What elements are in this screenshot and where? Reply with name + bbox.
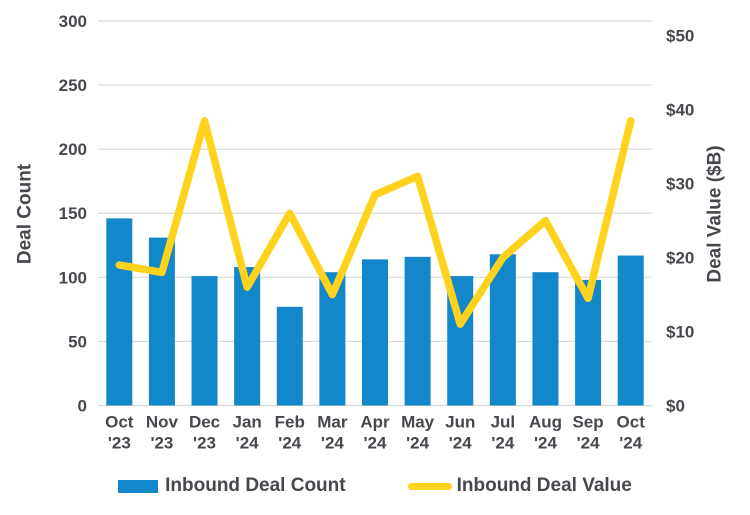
right-axis-tick-label: $50 <box>666 27 694 46</box>
left-axis-tick-label: 250 <box>59 76 87 95</box>
x-axis-label: Aug '24 <box>529 413 562 453</box>
x-axis-label: Nov '23 <box>146 413 179 453</box>
bar-oct24 <box>617 255 644 406</box>
x-axis-label: Feb '24 <box>275 413 305 453</box>
right-axis-title: Deal Value ($B) <box>704 145 726 283</box>
x-axis-label: Oct '24 <box>617 413 646 453</box>
bar-aug24 <box>532 272 559 406</box>
x-axis-label: Apr '24 <box>360 413 390 453</box>
chart-legend: Inbound Deal Count Inbound Deal Value <box>0 475 750 497</box>
left-axis-tick-label: 50 <box>68 332 87 351</box>
x-axis-label: Jun '24 <box>445 413 475 453</box>
right-axis-tick-label: $20 <box>666 249 694 268</box>
x-axis-label: May '24 <box>401 413 435 453</box>
x-axis-label: Sep '24 <box>572 413 603 453</box>
bar-dec23 <box>191 276 218 406</box>
line-series-swatch-icon <box>407 482 452 490</box>
bar-feb24 <box>276 306 303 406</box>
left-axis-tick-label: 100 <box>59 268 87 287</box>
x-axis-label: Oct '23 <box>105 413 134 453</box>
right-axis-tick-label: $0 <box>666 396 685 415</box>
legend-item-deal-value: Inbound Deal Value <box>407 475 632 497</box>
left-axis-tick-label: 200 <box>59 140 87 159</box>
deal-value-line <box>115 117 635 328</box>
right-axis-tick-label: $40 <box>666 101 694 120</box>
legend-label-deal-value: Inbound Deal Value <box>456 475 632 496</box>
left-axis-tick-label: 300 <box>59 12 87 31</box>
x-axis-label: Dec '23 <box>189 413 220 453</box>
left-axis-tick-label: 0 <box>78 396 87 415</box>
left-axis-tick-label: 150 <box>59 204 87 223</box>
x-axis-label: Mar '24 <box>317 413 348 453</box>
left-axis-title: Deal Count <box>14 163 36 265</box>
x-axis-label: Jul '24 <box>491 413 516 453</box>
legend-item-deal-count: Inbound Deal Count <box>118 475 346 497</box>
right-axis-tick-label: $30 <box>666 175 694 194</box>
right-axis-tick-label: $10 <box>666 323 694 342</box>
bar-apr24 <box>362 259 388 406</box>
bar-series-swatch-icon <box>118 479 159 493</box>
bar-may24 <box>404 256 431 406</box>
x-axis-label: Jan '24 <box>233 413 262 453</box>
bar-oct23 <box>106 218 133 406</box>
legend-label-deal-count: Inbound Deal Count <box>165 475 346 496</box>
bar-jul24 <box>489 254 516 406</box>
